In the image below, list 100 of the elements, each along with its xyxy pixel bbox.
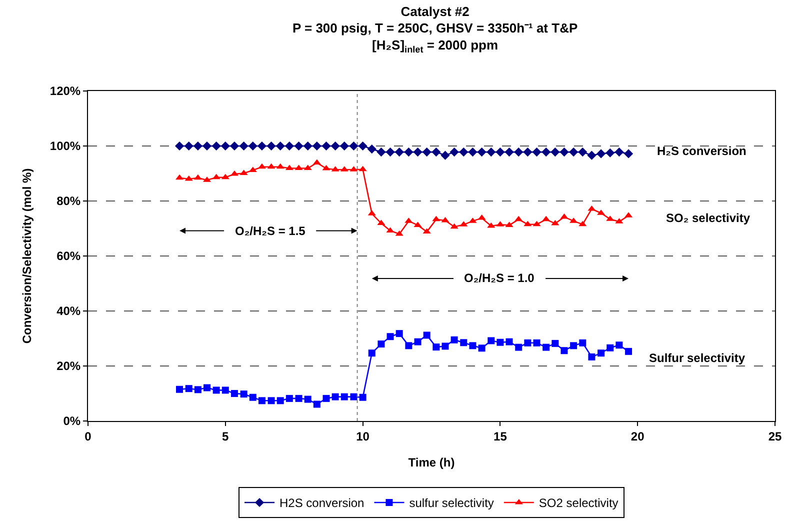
point: [515, 344, 522, 351]
point: [486, 148, 496, 157]
point: [488, 337, 495, 344]
y-tick-label: 100%: [50, 139, 81, 154]
point: [496, 338, 504, 346]
point: [432, 344, 440, 351]
point: [194, 386, 202, 394]
point: [276, 163, 284, 169]
point: [578, 148, 588, 157]
point: [202, 141, 212, 151]
annotation: SO₂ selectivity: [666, 211, 750, 225]
point: [332, 393, 339, 400]
point: [469, 342, 476, 350]
y-tick-label: 80%: [56, 194, 81, 208]
point: [560, 148, 569, 157]
point: [478, 344, 486, 352]
point: [414, 338, 422, 346]
point: [542, 344, 550, 351]
annotation: Sulfur selectivity: [649, 351, 746, 365]
point: [249, 394, 256, 401]
legend-label: SO2 selectivity: [538, 496, 618, 510]
point: [614, 148, 624, 157]
point: [248, 141, 258, 151]
chart-title: Catalyst #2 P = 300 psig, T = 250C, GHSV = 3350h⁻¹ at T&P [H₂S]$_{inlet}$ = 2000 ppm: [292, 4, 578, 54]
point: [312, 141, 322, 151]
point: [322, 394, 330, 402]
x-tick-label: 15: [494, 429, 508, 444]
point: [267, 163, 276, 169]
point: [258, 397, 266, 404]
point: [239, 141, 248, 151]
x-tick-label: 5: [222, 429, 230, 444]
x-tick-label: 25: [768, 429, 782, 444]
point: [240, 390, 248, 398]
point: [340, 393, 348, 400]
x-tick-label: 20: [630, 429, 645, 444]
point: [203, 384, 210, 392]
point: [212, 141, 221, 151]
point: [533, 339, 540, 346]
point: [230, 141, 240, 151]
point: [532, 220, 541, 226]
y-tick-label: 0%: [63, 414, 81, 428]
point: [422, 148, 432, 157]
point: [358, 141, 368, 151]
point: [295, 394, 302, 402]
point: [506, 338, 513, 346]
point: [477, 148, 486, 157]
point: [504, 148, 514, 157]
point: [220, 141, 230, 151]
point: [468, 148, 478, 157]
point: [194, 174, 202, 180]
point: [496, 148, 505, 157]
point: [212, 174, 220, 180]
point: [422, 228, 431, 234]
point: [450, 223, 458, 229]
point: [313, 400, 320, 408]
point: [442, 342, 449, 350]
point: [276, 141, 285, 151]
point: [552, 340, 559, 347]
point: [386, 333, 394, 340]
point: [266, 141, 276, 151]
point: [276, 397, 284, 404]
point: [258, 163, 266, 169]
annotation: O₂/H₂S = 1.0: [464, 271, 535, 285]
point: [606, 148, 615, 158]
point: [304, 396, 312, 403]
point: [212, 386, 220, 394]
y-tick-label: 120%: [50, 84, 81, 98]
point: [304, 164, 312, 170]
point: [294, 164, 303, 170]
point: [579, 339, 586, 346]
annotation: O₂/H₂S = 1.5: [235, 224, 306, 238]
point: [303, 141, 312, 151]
point: [450, 336, 458, 344]
point: [423, 332, 430, 339]
point: [532, 148, 542, 157]
point: [376, 148, 386, 157]
point: [588, 205, 596, 211]
y-tick-label: 20%: [56, 359, 81, 374]
point: [378, 340, 385, 348]
point: [606, 344, 614, 352]
point: [514, 216, 523, 222]
point: [432, 216, 440, 222]
point: [294, 141, 304, 151]
point: [368, 350, 376, 357]
point: [596, 149, 606, 158]
point: [359, 394, 366, 401]
point: [404, 148, 414, 157]
point: [569, 148, 578, 157]
point: [625, 348, 632, 355]
point: [286, 394, 293, 402]
point: [450, 148, 459, 157]
point: [413, 148, 422, 157]
point: [174, 141, 184, 151]
point: [257, 141, 266, 151]
point: [221, 174, 230, 180]
point: [570, 342, 578, 350]
point: [542, 148, 551, 157]
y-tick-label: 60%: [56, 249, 81, 264]
point: [284, 141, 294, 151]
point: [285, 164, 294, 170]
